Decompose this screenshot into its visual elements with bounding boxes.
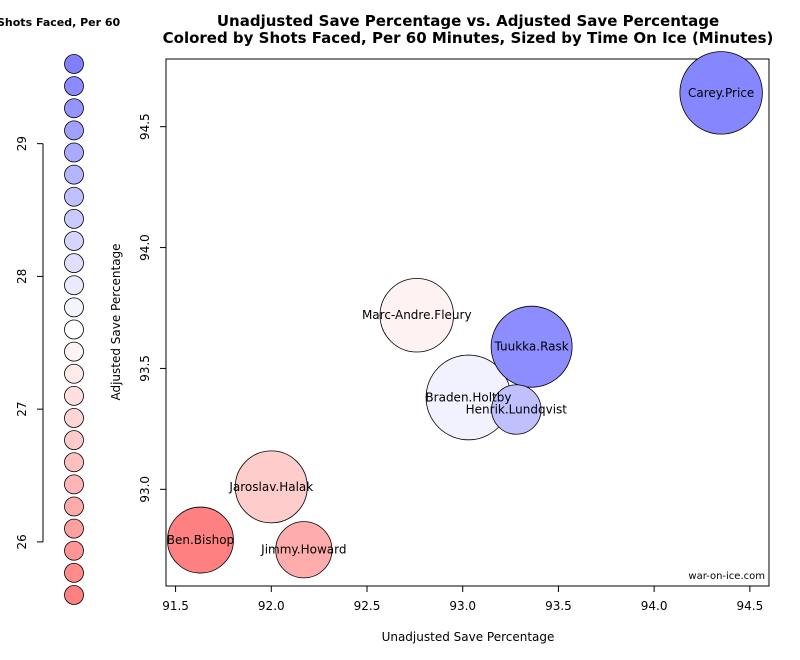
y-tick-label: 94.0 <box>138 234 152 261</box>
y-tick-label: 94.5 <box>138 113 152 140</box>
y-tick-label: 93.5 <box>138 355 152 382</box>
legend-swatch <box>64 385 84 406</box>
point-marker <box>491 384 542 435</box>
legend-swatch <box>64 496 84 517</box>
point-marker <box>490 305 573 388</box>
point-marker <box>275 521 333 579</box>
legend-swatch <box>64 275 84 296</box>
point-label: Braden.Holtby <box>425 390 511 404</box>
point-label: Marc-Andre.Fleury <box>362 308 472 322</box>
x-axis-label: Unadjusted Save Percentage <box>382 630 555 644</box>
point-label: Tuukka.Rask <box>494 340 569 354</box>
x-tick-label: 94.0 <box>641 599 668 613</box>
legend-tick-label: 26 <box>15 534 29 549</box>
chart-title: Unadjusted Save Percentage vs. Adjusted … <box>217 12 719 30</box>
legend-swatch <box>64 518 84 539</box>
legend-swatch <box>64 54 84 74</box>
data-points: Carey.Price Tuukka.Rask Marc-Andre.Fleury B… <box>167 51 763 579</box>
x-tick-label: 93.0 <box>449 599 476 613</box>
point-label: Jaroslav.Halak <box>228 480 313 494</box>
point-marker <box>234 450 308 524</box>
legend-tick-label: 29 <box>15 136 29 151</box>
legend-swatch <box>64 452 84 473</box>
legend-swatch <box>64 341 84 362</box>
x-tick-label: 93.5 <box>545 599 572 613</box>
legend: 26 27 28 29 <box>15 54 84 605</box>
point-marker <box>679 51 763 135</box>
legend-swatch <box>64 231 84 251</box>
legend-swatch <box>64 408 84 428</box>
legend-swatch <box>64 142 84 163</box>
legend-swatch <box>64 186 84 207</box>
legend-swatch <box>64 319 84 340</box>
point-label: Jimmy.Howard <box>260 543 346 557</box>
legend-swatch <box>64 474 84 495</box>
legend-swatch <box>64 98 84 119</box>
legend-swatch <box>64 120 84 141</box>
y-axis-label: Adjusted Save Percentage <box>109 243 123 400</box>
x-tick-label: 91.5 <box>162 599 189 613</box>
legend-tick-label: 27 <box>15 402 29 417</box>
y-tick-label: 93.0 <box>138 476 152 503</box>
legend-title: Shots Faced, Per 60 <box>0 16 121 29</box>
legend-swatch <box>64 164 84 185</box>
plot-frame <box>165 58 770 587</box>
credit-text: war-on-ice.com <box>688 571 765 582</box>
legend-swatch <box>64 585 84 605</box>
x-tick-label: 92.5 <box>354 599 381 613</box>
legend-tick-label: 28 <box>15 269 29 284</box>
y-axis-ticks: 93.0 93.5 94.0 94.5 <box>138 113 166 503</box>
legend-swatch <box>64 562 84 583</box>
x-tick-label: 94.5 <box>736 599 763 613</box>
legend-swatch <box>64 253 84 274</box>
chart-subtitle: Colored by Shots Faced, Per 60 Minutes, … <box>163 29 774 47</box>
legend-swatch <box>64 297 84 318</box>
point-label: Henrik.Lundqvist <box>466 403 568 417</box>
legend-swatch <box>64 76 84 97</box>
point-label: Carey.Price <box>688 86 754 100</box>
x-axis-ticks: 91.5 92.0 92.5 93.0 93.5 94.0 94.5 <box>162 586 763 613</box>
point-marker <box>167 506 234 574</box>
legend-swatch <box>64 363 84 384</box>
point-label: Ben.Bishop <box>167 533 234 547</box>
legend-swatch <box>64 208 84 229</box>
legend-swatch <box>64 540 84 561</box>
x-tick-label: 92.0 <box>258 599 285 613</box>
point-marker <box>379 278 454 353</box>
legend-swatch <box>64 430 84 451</box>
